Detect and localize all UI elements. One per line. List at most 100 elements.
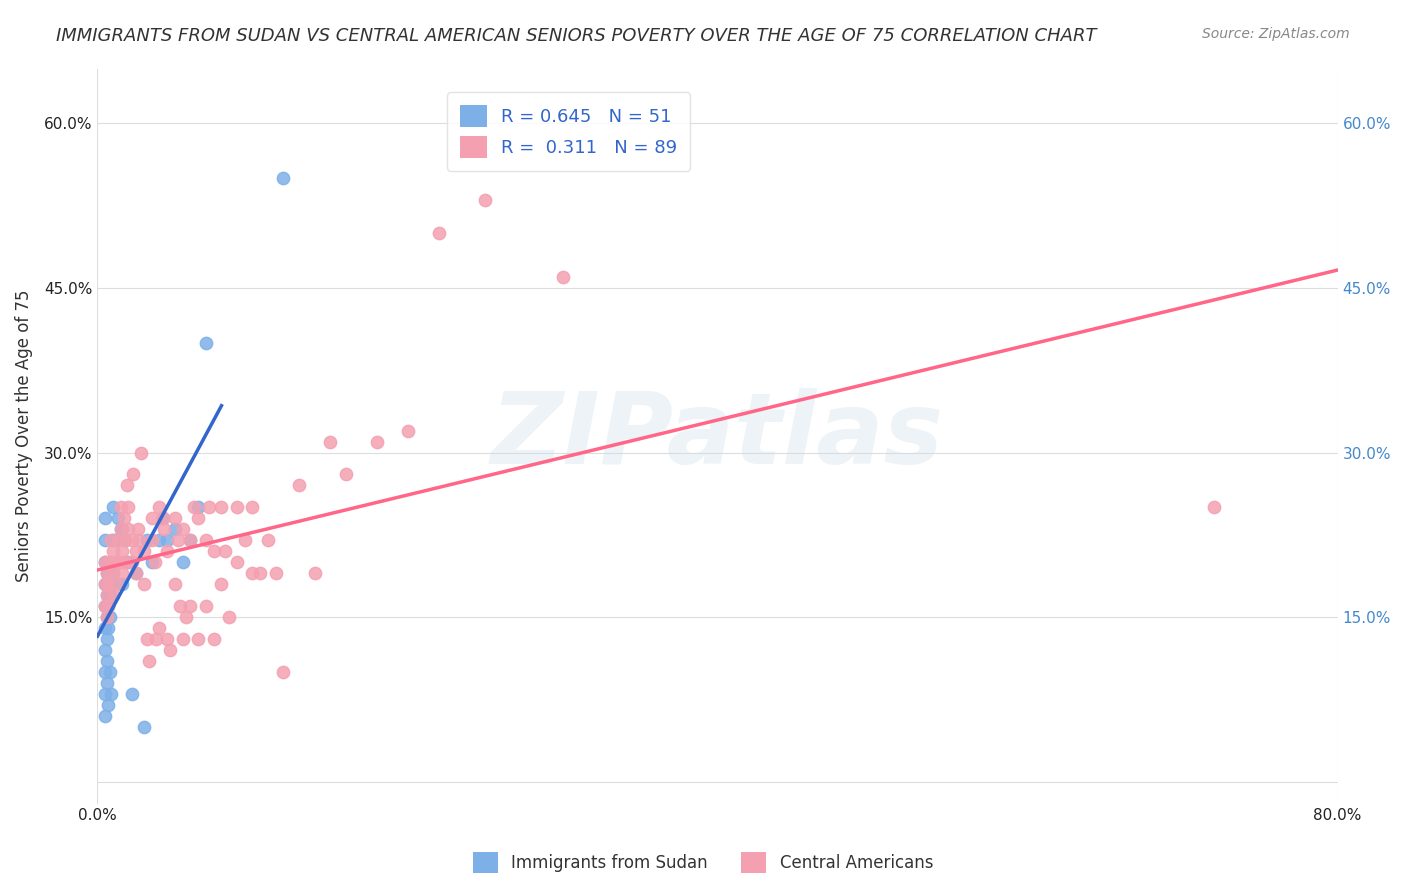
Point: [202, 544, 225, 558]
Point: [100, 687, 122, 701]
Point: [117, 555, 139, 569]
Point: [114, 555, 136, 569]
Point: [98, 610, 121, 624]
Point: [125, 566, 148, 581]
Point: [100, 577, 122, 591]
Point: [427, 226, 450, 240]
Legend: R = 0.645   N = 51, R =  0.311   N = 89: R = 0.645 N = 51, R = 0.311 N = 89: [447, 92, 690, 170]
Point: [96, 610, 118, 624]
Point: [101, 533, 124, 548]
Point: [105, 555, 128, 569]
Point: [96, 654, 118, 668]
Point: [187, 511, 209, 525]
Point: [145, 632, 167, 646]
Point: [97, 698, 120, 712]
Point: [107, 511, 129, 525]
Point: [474, 193, 496, 207]
Point: [97, 577, 120, 591]
Point: [101, 566, 124, 581]
Point: [179, 599, 201, 614]
Point: [117, 522, 139, 536]
Point: [97, 599, 120, 614]
Point: [319, 434, 342, 449]
Point: [97, 621, 120, 635]
Point: [226, 500, 249, 515]
Y-axis label: Seniors Poverty Over the Age of 75: Seniors Poverty Over the Age of 75: [15, 290, 32, 582]
Point: [121, 687, 143, 701]
Point: [94, 687, 117, 701]
Point: [163, 577, 186, 591]
Point: [1202, 500, 1225, 515]
Point: [101, 588, 124, 602]
Point: [257, 533, 280, 548]
Point: [100, 533, 122, 548]
Point: [96, 632, 118, 646]
Point: [152, 511, 174, 525]
Point: [112, 511, 135, 525]
Point: [94, 621, 117, 635]
Point: [121, 555, 143, 569]
Point: [132, 577, 155, 591]
Point: [264, 566, 287, 581]
Point: [366, 434, 388, 449]
Point: [187, 632, 209, 646]
Point: [125, 566, 148, 581]
Point: [159, 643, 181, 657]
Point: [396, 424, 419, 438]
Point: [148, 533, 170, 548]
Point: [98, 588, 121, 602]
Point: [125, 544, 148, 558]
Point: [179, 533, 201, 548]
Point: [214, 544, 236, 558]
Point: [128, 533, 150, 548]
Point: [96, 566, 118, 581]
Point: [105, 555, 128, 569]
Point: [110, 522, 132, 536]
Point: [304, 566, 326, 581]
Point: [195, 335, 218, 350]
Point: [141, 533, 163, 548]
Point: [105, 577, 128, 591]
Point: [94, 555, 117, 569]
Point: [129, 445, 152, 459]
Point: [98, 665, 121, 679]
Point: [101, 544, 124, 558]
Point: [143, 555, 166, 569]
Point: [111, 577, 134, 591]
Point: [172, 522, 194, 536]
Point: [153, 522, 176, 536]
Point: [121, 533, 143, 548]
Point: [136, 632, 159, 646]
Point: [111, 566, 134, 581]
Point: [169, 599, 191, 614]
Point: [94, 577, 117, 591]
Point: [172, 632, 194, 646]
Text: IMMIGRANTS FROM SUDAN VS CENTRAL AMERICAN SENIORS POVERTY OVER THE AGE OF 75 COR: IMMIGRANTS FROM SUDAN VS CENTRAL AMERICA…: [56, 27, 1097, 45]
Point: [242, 500, 264, 515]
Point: [195, 533, 218, 548]
Point: [218, 610, 240, 624]
Point: [94, 577, 117, 591]
Point: [94, 709, 117, 723]
Point: [94, 599, 117, 614]
Point: [115, 478, 138, 492]
Point: [156, 533, 179, 548]
Point: [172, 555, 194, 569]
Point: [179, 533, 201, 548]
Point: [117, 500, 139, 515]
Point: [152, 511, 174, 525]
Point: [114, 533, 136, 548]
Point: [187, 500, 209, 515]
Point: [111, 544, 134, 558]
Point: [136, 533, 159, 548]
Point: [335, 467, 357, 482]
Point: [132, 544, 155, 558]
Point: [107, 533, 129, 548]
Point: [163, 522, 186, 536]
Point: [163, 511, 186, 525]
Point: [110, 522, 132, 536]
Point: [105, 533, 128, 548]
Text: ZIPatlas: ZIPatlas: [491, 387, 943, 484]
Point: [195, 599, 218, 614]
Point: [94, 511, 117, 525]
